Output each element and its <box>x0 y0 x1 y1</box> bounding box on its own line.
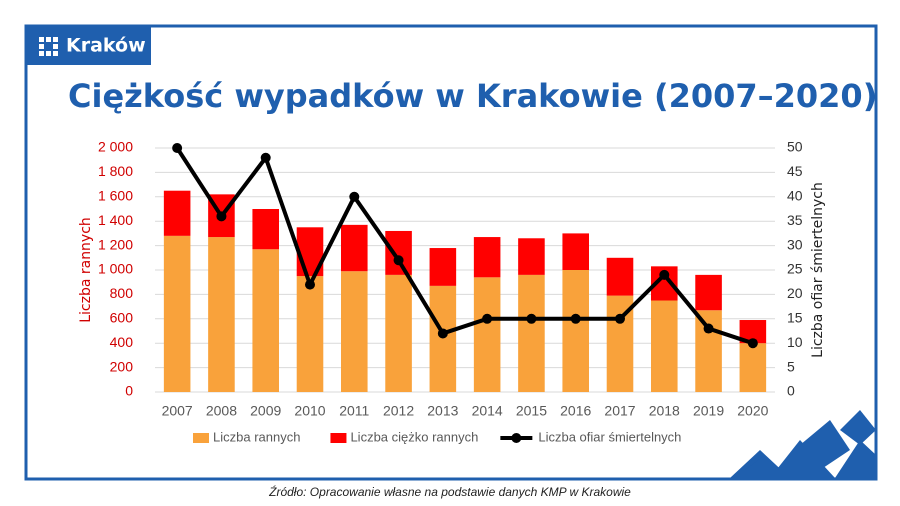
y2-tick-label: 45 <box>787 163 803 179</box>
x-tick-label: 2011 <box>339 403 369 419</box>
x-tick-label: 2018 <box>649 403 680 419</box>
bar-segment <box>562 270 589 392</box>
y-tick-label: 2 000 <box>98 139 133 155</box>
x-tick-label: 2020 <box>737 403 768 419</box>
y-tick-label: 800 <box>110 285 134 301</box>
y2-tick-label: 5 <box>787 358 795 374</box>
y2-tick-label: 35 <box>787 212 803 228</box>
legend-label: Liczba ciężko rannych <box>350 429 478 444</box>
chart-title: Ciężkość wypadków w Krakowie (2007–2020) <box>68 77 877 115</box>
y2-axis-label: Liczba ofiar śmiertelnych <box>810 182 826 358</box>
y-tick-label: 1 200 <box>98 236 133 252</box>
line-point <box>437 328 448 339</box>
y2-tick-label: 0 <box>787 383 795 399</box>
x-tick-label: 2012 <box>383 403 414 419</box>
bar-segment <box>429 285 457 392</box>
bar-segment <box>252 209 279 250</box>
y-tick-label: 1 800 <box>98 163 133 179</box>
bar-segment <box>473 277 501 392</box>
y2-tick-label: 10 <box>787 334 803 350</box>
y-tick-label: 0 <box>125 383 133 399</box>
bar-segment <box>651 300 678 392</box>
bar-segment <box>385 230 412 275</box>
x-tick-label: 2008 <box>206 403 237 419</box>
y2-tick-label: 40 <box>787 188 803 204</box>
bar-segment <box>385 274 412 392</box>
line-point <box>482 313 493 324</box>
y2-tick-label: 50 <box>787 139 803 155</box>
x-tick-label: 2016 <box>560 403 591 419</box>
legend-label: Liczba rannych <box>213 429 300 444</box>
bar-segment <box>518 274 545 392</box>
line-point <box>349 191 360 202</box>
y2-tick-label: 15 <box>787 310 803 326</box>
y-tick-label: 200 <box>110 358 134 374</box>
line-point <box>747 338 758 349</box>
line-point <box>172 143 183 153</box>
bar-segment <box>695 274 722 311</box>
x-tick-label: 2019 <box>693 403 724 419</box>
x-tick-label: 2010 <box>294 403 325 419</box>
line-point <box>703 323 714 334</box>
bar-segment <box>341 224 368 272</box>
bar-segment <box>296 276 324 392</box>
legend-swatch <box>193 433 209 443</box>
bar-segment <box>208 237 235 392</box>
logo-icon <box>39 37 58 56</box>
legend-swatch <box>330 433 347 443</box>
line-point <box>393 255 404 266</box>
y-tick-label: 1 000 <box>98 261 133 277</box>
legend-label: Liczba ofiar śmiertelnych <box>538 429 681 444</box>
y2-tick-label: 30 <box>787 236 803 252</box>
line-point <box>659 269 670 280</box>
y2-tick-label: 20 <box>787 285 803 301</box>
y-tick-label: 600 <box>110 310 134 326</box>
bar-segment <box>606 257 634 296</box>
line-point <box>305 279 315 290</box>
decoration <box>730 410 876 478</box>
line-point <box>526 313 537 324</box>
y-tick-label: 1 400 <box>98 212 133 228</box>
line-point <box>216 211 227 222</box>
y-axis-label: Liczba rannych <box>78 217 94 323</box>
x-tick-label: 2009 <box>250 403 281 419</box>
bar-segment <box>473 237 501 278</box>
source: Źródło: Opracowanie własne na podstawie … <box>268 484 631 499</box>
x-tick-label: 2015 <box>516 403 547 419</box>
bar-segment <box>252 249 279 392</box>
y-tick-label: 400 <box>110 334 134 350</box>
x-tick-label: 2007 <box>162 403 193 419</box>
bar-segment <box>562 233 589 270</box>
line <box>175 146 754 346</box>
bar-segment <box>429 248 457 286</box>
x-tick-label: 2017 <box>604 403 635 419</box>
bar-segment <box>739 343 767 392</box>
brand: Kraków <box>66 35 146 57</box>
bar-segment <box>518 238 545 275</box>
line-point <box>570 313 581 324</box>
x-tick-label: 2013 <box>427 403 458 419</box>
logo-box <box>25 25 151 65</box>
line-point <box>615 313 625 324</box>
y-tick-label: 1 600 <box>98 188 133 204</box>
bar-segment <box>695 310 722 392</box>
y2-tick-label: 25 <box>787 261 803 277</box>
bar-segment <box>739 320 767 344</box>
x-tick-label: 2014 <box>472 403 503 419</box>
bar-segment <box>341 271 368 392</box>
line-point <box>260 152 271 163</box>
legend-swatch <box>511 433 522 443</box>
bar-segment <box>163 235 191 392</box>
bar-segment <box>163 190 191 236</box>
